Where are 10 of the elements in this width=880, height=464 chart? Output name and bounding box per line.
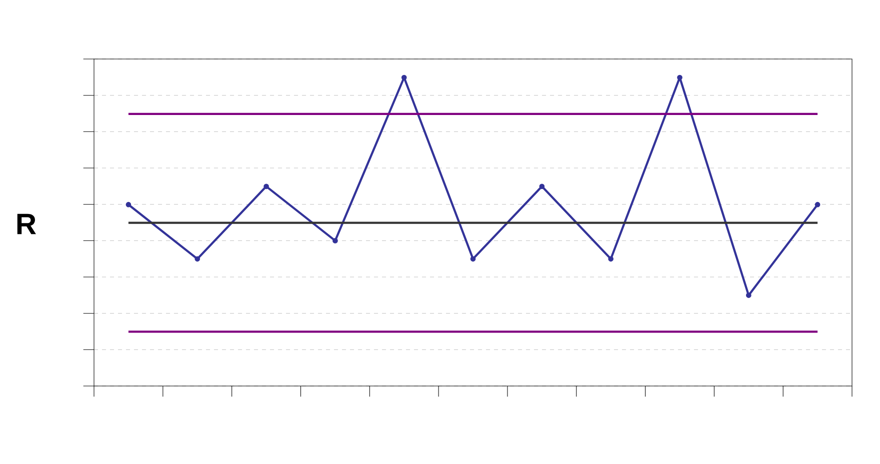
point bbox=[470, 256, 476, 262]
y-axis-title: R bbox=[17, 214, 36, 234]
point bbox=[126, 202, 132, 208]
point bbox=[194, 256, 200, 262]
point bbox=[332, 238, 338, 244]
point bbox=[608, 256, 614, 262]
point bbox=[746, 292, 752, 298]
point bbox=[264, 184, 269, 190]
point bbox=[539, 184, 545, 190]
point bbox=[814, 202, 820, 208]
